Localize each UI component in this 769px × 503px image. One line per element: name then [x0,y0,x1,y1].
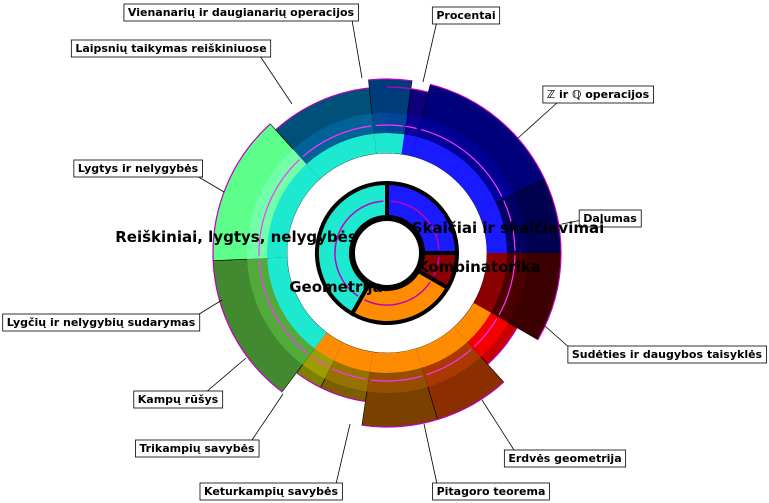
topic-rim [543,178,562,254]
topic-band [267,163,320,259]
topic-label-sudeties-ir-daugybos-taisykles: Sudėties ir daugybos taisyklės [572,348,763,361]
topic-label-lygtys-ir-nelygybes: Lygtys ir nelygybės [78,162,199,175]
topic-band [477,201,507,253]
topic-arc [503,200,516,251]
center-hole [351,217,423,289]
topic-label-box [2,313,201,332]
topic-label-keturkampiu-savybes: Keturkampių savybės [204,485,338,498]
topic-label-box [542,85,654,104]
topic-band [293,113,375,164]
topic-labels: Procentai ℤ ir ℚ operacijos Dalumas Sudėtie… [2,3,767,501]
topic-label-box [73,159,204,178]
topic-label-vienanariu-ir-daugianariu-operacijos: Vienanarių ir daugianarių operacijos [128,6,355,19]
topic-rim [212,260,283,393]
category-arc [363,281,431,306]
leader-line [422,20,438,83]
topic-rim [487,327,518,365]
topic-band [473,253,507,313]
topic-rim [386,86,429,93]
topic-band [467,312,509,357]
leader-line [259,55,293,105]
topic-band [416,327,468,368]
topic-band [302,348,334,379]
topic-label-erdves-geometrija: Erdvės geometrija [508,452,621,465]
leader-line [204,357,247,394]
topic-label-laipsniu-taikymas-reiskiniuose: Laipsnių taikymas reiškiniuose [75,42,266,55]
topic-arc [370,375,423,382]
topic-label-box [123,3,359,22]
topic-label-lygciu-ir-nelygybiu-sudarymas: Lygčių ir nelygybių sudarymas [7,316,196,329]
topic-rim [212,123,271,261]
topic-label-box [578,209,642,228]
topic-label-kampu-rusys: Kampų rūšys [138,393,219,406]
leader-line [423,423,438,485]
topic-band [325,360,370,392]
topic-arc [498,255,516,316]
topic-rim [296,372,321,389]
leader-line [251,393,284,441]
topic-rim [537,252,562,340]
leader-line [195,299,223,317]
topic-rim [361,418,438,428]
category-labels: Skaičiai ir skaičiavimai Kombinatorika Geo… [115,219,604,296]
topic-label-box [567,345,767,364]
topic-rim [275,87,370,131]
topic-arc [332,368,367,380]
topic-band [372,113,408,135]
topic-band [267,257,327,349]
topic-rim [320,386,366,403]
topic-band [411,136,496,211]
topic-band [374,133,405,155]
topic-arc [474,318,498,347]
category-arc [433,256,440,277]
topic-band [454,302,492,343]
topic-band [491,253,527,323]
topic-arc [311,355,329,368]
topic-label-procentai: Procentai [436,9,495,22]
topic-label-ir-operacijos: ℤ ir ℚ operacijos [547,88,650,101]
topic-rim [437,381,505,421]
topic-band [306,133,377,179]
topic-label-box [133,390,224,409]
topic-arc [302,125,372,158]
topic-band [333,342,373,372]
category-arc [334,200,384,297]
topic-arc [258,260,309,355]
topic-label-box [70,39,272,58]
topic-label-pitagoro-teorema: Pitagoro teorema [437,485,546,498]
leader-line [351,19,363,79]
topic-band [369,348,422,373]
category-label-reiskiniai-lygtys-nelygybes: Reiškiniai, lygtys, nelygybės [115,228,357,246]
category-arc [390,200,440,250]
topic-arc [420,129,503,197]
topic-label-dalumas: Dalumas [583,212,637,225]
topic-band [416,117,514,202]
topic-label-box [432,482,550,501]
category-label-kombinatorika: Kombinatorika [417,258,541,276]
topic-rim [368,78,413,82]
inner-ring [315,180,460,325]
topic-arc [426,348,472,376]
topic-rim [430,83,545,180]
leader-line [561,219,583,225]
leader-line [517,101,559,139]
topic-band [247,258,315,365]
topic-label-box [431,6,501,25]
topic-label-box [134,439,260,458]
leader-line [481,399,515,451]
leader-line [335,423,351,485]
topic-label-box [199,482,343,501]
topic-label-trikampiu-savybes: Trikampių savybės [139,442,255,455]
topic-label-box [503,449,627,468]
topic-arc [258,159,300,257]
category-label-geometrija: Geometrija [289,278,383,296]
topic-arc [375,124,404,127]
leader-lines [195,19,583,485]
topic-band [314,332,343,361]
leader-line [196,175,225,193]
category-label-skaiciai-ir-skaiciavimai: Skaičiai ir skaičiavimai [412,219,604,237]
topic-band [247,149,307,260]
